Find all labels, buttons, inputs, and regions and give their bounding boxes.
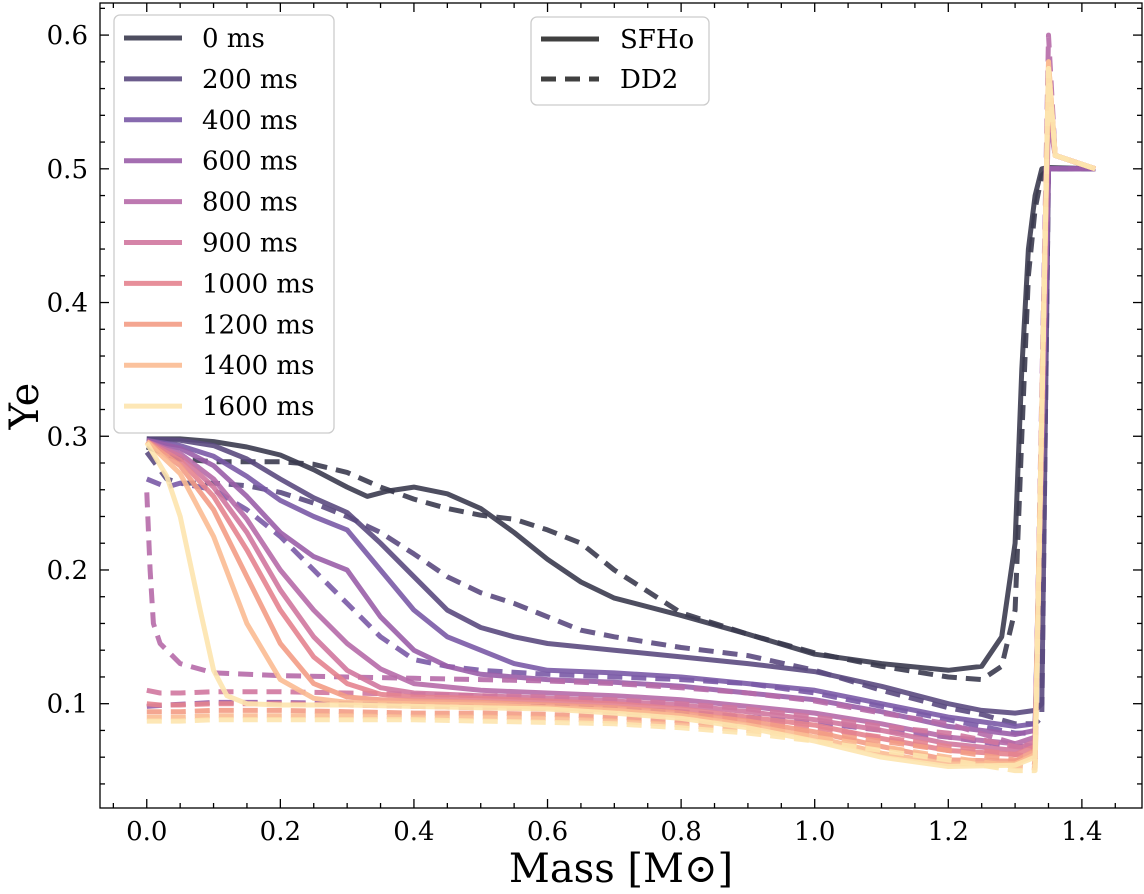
y-tick-label: 0.3 — [47, 422, 88, 452]
y-tick-label: 0.5 — [47, 155, 88, 185]
legend-time-entries: 0 ms 200 ms 400 ms 600 ms 800 ms 900 ms 1000 m… — [124, 24, 314, 422]
legend-time-label: 200 ms — [202, 65, 298, 95]
legend-time-label: 900 ms — [202, 229, 298, 259]
legend-time-label: 600 ms — [202, 147, 298, 177]
x-tick-label: 1.2 — [928, 817, 969, 847]
series-lines — [144, 32, 1096, 774]
series-line-sfho-1200-ms — [145, 66, 1096, 764]
series-line-sfho-600-ms — [146, 166, 1096, 737]
series-line-sfho-0-ms — [146, 165, 1096, 673]
legend-time-label: 1600 ms — [202, 392, 314, 422]
series-line-sfho-200-ms — [146, 166, 1096, 716]
y-tick-labels: 0.1 0.2 0.3 0.4 0.5 0.6 — [47, 21, 88, 720]
x-tick-label: 1.4 — [1061, 817, 1102, 847]
x-tick-label: 0.8 — [660, 817, 701, 847]
x-axis-title: Mass [M⊙] — [509, 846, 733, 892]
y-tick-label: 0.6 — [47, 21, 88, 51]
legend-eos-entries: SFHo DD2 — [541, 25, 694, 95]
legend-eos-label: SFHo — [620, 25, 694, 55]
legend-time-label: 400 ms — [202, 106, 298, 136]
y-tick-label: 0.2 — [47, 556, 88, 586]
x-tick-label: 0.6 — [527, 817, 568, 847]
legend-eos: SFHo DD2 — [530, 16, 710, 106]
legend-time: 0 ms 200 ms 400 ms 600 ms 800 ms 900 ms 1000 m… — [113, 14, 335, 434]
x-tick-label: 0.0 — [126, 817, 167, 847]
x-tick-label: 0.2 — [260, 817, 301, 847]
y-tick-label: 0.1 — [47, 690, 88, 720]
series-line-dd2-0-ms — [145, 166, 1096, 683]
axis-ticks — [100, 3, 1142, 808]
series-line-dd2-400-ms — [145, 166, 1096, 736]
legend-time-label: 1000 ms — [202, 269, 314, 299]
legend-time-label: 1400 ms — [202, 351, 314, 381]
series-line-dd2-200-ms — [144, 166, 1096, 727]
series-line-dd2-1600-ms — [146, 66, 1096, 774]
x-tick-label: 1.0 — [794, 817, 835, 847]
series-line-sfho-1600-ms — [144, 66, 1096, 769]
legend-time-label: 1200 ms — [202, 310, 314, 340]
series-line-sfho-1000-ms — [145, 72, 1096, 757]
plot-frame — [99, 2, 1143, 809]
legend-eos-label: DD2 — [620, 65, 678, 95]
legend-time-label: 800 ms — [202, 188, 298, 218]
y-tick-label: 0.4 — [47, 289, 88, 319]
series-line-sfho-400-ms — [146, 166, 1096, 729]
series-line-dd2-1000-ms — [146, 72, 1096, 760]
x-tick-label: 0.4 — [393, 817, 434, 847]
series-line-sfho-900-ms — [145, 86, 1096, 753]
x-tick-labels: 0.0 0.2 0.4 0.6 0.8 1.0 1.2 1.4 — [126, 817, 1102, 847]
legend-time-label: 0 ms — [202, 24, 265, 54]
y-axis-title: Ye — [2, 383, 48, 431]
series-line-sfho-800-ms — [145, 112, 1096, 747]
